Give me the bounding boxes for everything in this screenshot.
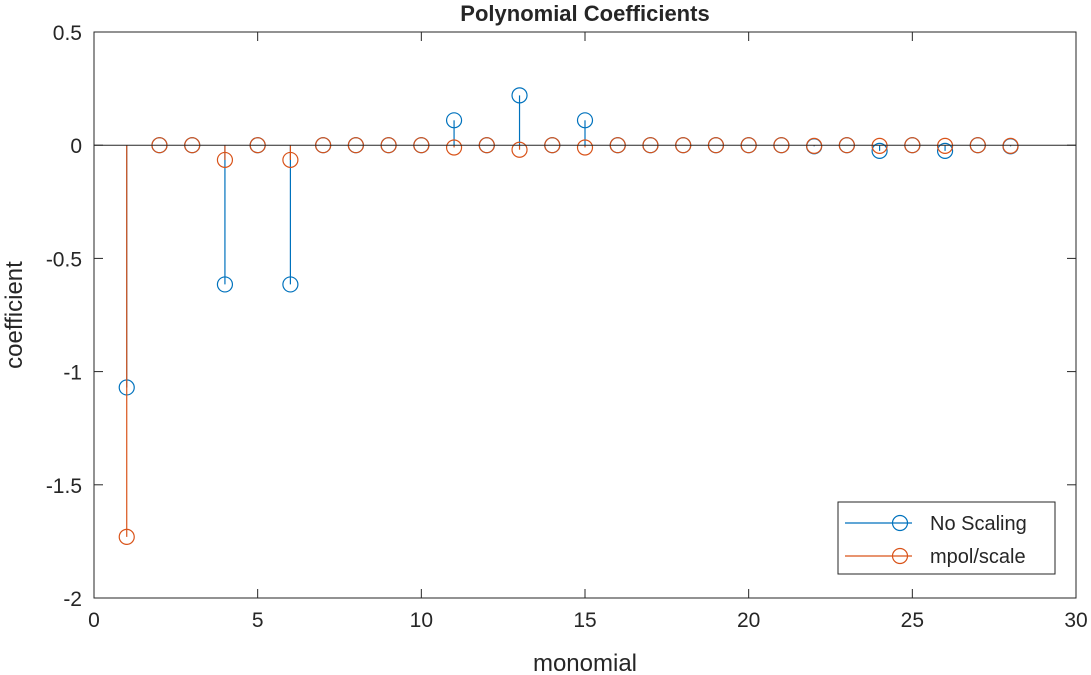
x-tick-label: 5 [252, 609, 264, 632]
marker-no-scaling [936, 142, 954, 159]
marker-no-scaling [282, 276, 299, 293]
marker-mpol-scale [871, 137, 888, 154]
marker-no-scaling [576, 112, 594, 129]
y-tick-label: 0.5 [53, 22, 82, 45]
marker-mpol-scale [445, 139, 463, 156]
legend-label-mpol-scale: mpol/scale [930, 546, 1026, 568]
x-tick-label: 25 [901, 609, 924, 632]
x-tick-label: 30 [1064, 609, 1087, 632]
x-tick-label: 0 [88, 609, 100, 632]
marker-mpol-scale [511, 141, 528, 158]
y-tick-label: -2 [63, 588, 82, 611]
legend-box [837, 501, 1056, 575]
marker-mpol-scale [282, 151, 299, 169]
tick-layer: 0 5 10 15 20 25 30 0.5 0 -0.5 -1 -1.5 -2 [46, 22, 1088, 632]
x-axis-label: monomial [533, 650, 637, 675]
marker-mpol-scale [806, 137, 823, 154]
marker-mpol-scale [216, 151, 234, 169]
x-tick-label: 10 [410, 609, 433, 632]
y-tick-label: -1.5 [46, 475, 82, 498]
legend-marker-no-scaling [891, 514, 909, 532]
marker-no-scaling [216, 276, 234, 293]
legend-label-no-scaling: No Scaling [930, 513, 1027, 535]
marker-no-scaling [445, 112, 463, 129]
marker-no-scaling [511, 87, 528, 104]
x-tick-label: 20 [737, 609, 760, 632]
marker-mpol-scale [1002, 137, 1019, 154]
legend: No Scaling mpol/scale [837, 501, 1056, 575]
marker-no-scaling [871, 142, 888, 159]
y-axis-label: coefficient [1, 261, 28, 369]
y-tick-label: 0 [70, 135, 82, 158]
marker-mpol-scale [936, 137, 954, 154]
y-tick-label: -0.5 [46, 248, 82, 271]
y-tick-label: -1 [63, 362, 82, 385]
x-tick-label: 15 [573, 609, 596, 632]
marker-mpol-scale [576, 139, 594, 156]
marker-mpol-scale [118, 528, 135, 545]
legend-marker-mpol-scale [891, 547, 909, 565]
chart-title: Polynomial Coefficients [460, 1, 709, 26]
